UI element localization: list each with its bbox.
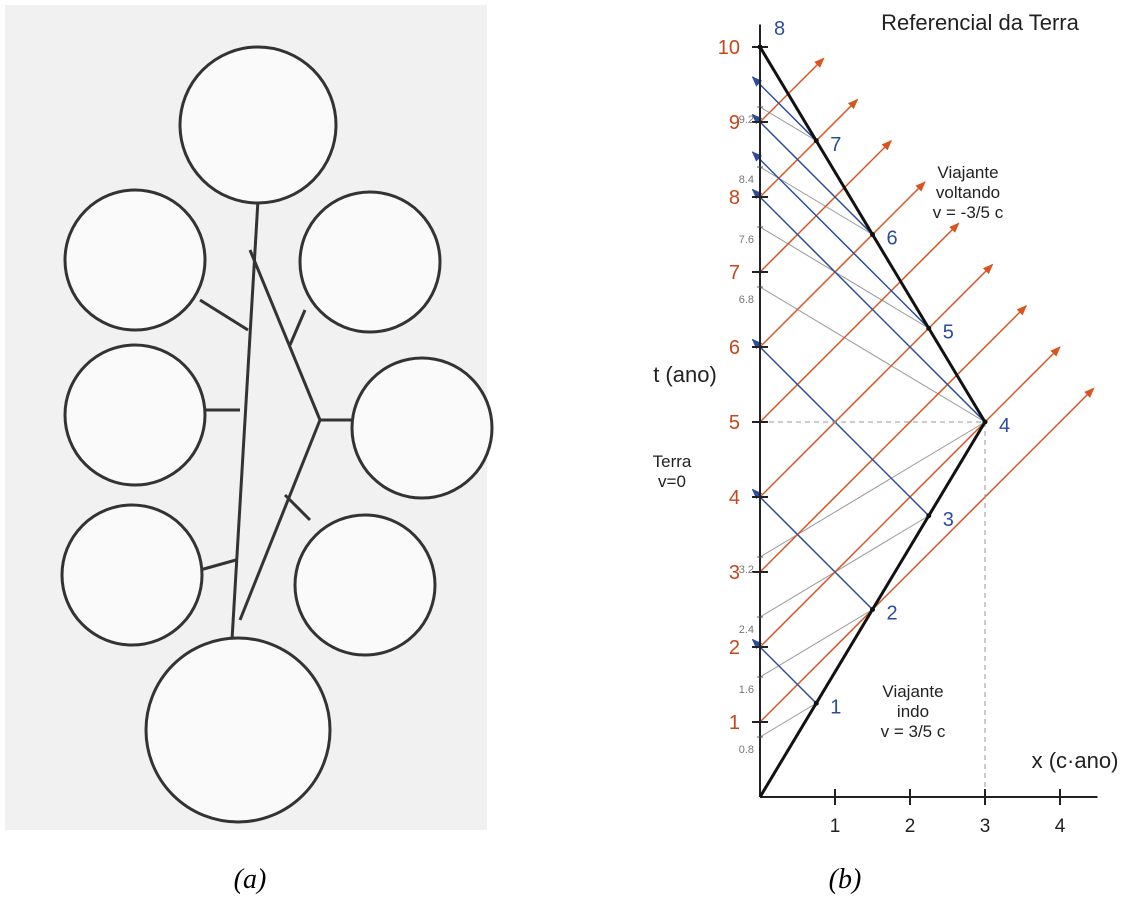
frame-label: Viajante <box>937 163 998 182</box>
traveler-tick-label: 8 <box>774 18 785 40</box>
traveler-tick <box>814 701 819 706</box>
traveler-tick <box>926 513 931 518</box>
simultaneity-line <box>760 422 985 557</box>
portrait-circle <box>295 515 435 655</box>
earth-sub-tick-label: 9.2 <box>739 114 754 126</box>
earth-tick-label: 7 <box>729 262 740 284</box>
simultaneity-line <box>760 610 873 678</box>
frame-label: indo <box>897 702 929 721</box>
frame-label: Terra <box>653 452 692 471</box>
traveler-tick-label: 3 <box>943 509 954 531</box>
traveler-signal <box>753 490 873 610</box>
earth-sub-tick-label: 1.6 <box>739 684 754 696</box>
portrait-circle <box>146 638 330 822</box>
x-axis-label: x (c·ano) <box>1032 748 1119 773</box>
traveler-tick <box>926 326 931 331</box>
x-tick-label: 4 <box>1055 816 1066 837</box>
earth-tick-label: 2 <box>729 637 740 659</box>
earth-tick-label: 1 <box>729 712 740 734</box>
caption: (a) <box>234 864 267 895</box>
portrait-circle <box>300 192 440 332</box>
earth-sub-tick-label: 8.4 <box>739 174 754 186</box>
frame-label: voltando <box>936 183 1000 202</box>
frame-label: Viajante <box>882 682 943 701</box>
earth-signal <box>760 223 959 422</box>
traveler-tick <box>758 45 763 50</box>
portrait-circle <box>65 345 205 485</box>
portrait-circle <box>352 358 492 498</box>
earth-tick-label: 4 <box>729 487 740 509</box>
earth-signal <box>760 58 824 122</box>
frame-label: v = 3/5 c <box>881 722 946 741</box>
diagram-title: Referencial da Terra <box>881 10 1079 35</box>
caption: (b) <box>829 864 862 895</box>
traveler-tick-label: 6 <box>887 228 898 250</box>
panel-a-illustration <box>5 5 492 830</box>
x-tick-label: 2 <box>905 816 916 837</box>
earth-tick-label: 10 <box>718 37 740 59</box>
t-axis-label: t (ano) <box>653 362 717 387</box>
earth-sub-tick-label: 3.2 <box>739 564 754 576</box>
traveler-tick-label: 5 <box>943 321 954 343</box>
earth-signal <box>760 388 1094 722</box>
portrait-circle <box>180 47 336 203</box>
traveler-signal <box>753 340 929 516</box>
traveler-signal <box>753 152 929 328</box>
simultaneity-line <box>760 516 929 617</box>
earth-sub-tick-label: 6.8 <box>739 294 754 306</box>
frame-label: v=0 <box>658 472 686 491</box>
earth-signal <box>760 265 993 498</box>
earth-tick-label: 6 <box>729 337 740 359</box>
x-tick-label: 1 <box>830 816 841 837</box>
simultaneity-line <box>760 287 985 422</box>
traveler-tick-label: 7 <box>830 134 841 156</box>
earth-sub-tick-label: 7.6 <box>739 234 754 246</box>
portrait-circle <box>62 505 202 645</box>
traveler-tick <box>870 232 875 237</box>
earth-sub-tick-label: 0.8 <box>739 744 754 756</box>
traveler-tick-label: 2 <box>887 603 898 625</box>
traveler-tick <box>870 607 875 612</box>
earth-sub-tick-label: 2.4 <box>739 624 754 636</box>
traveler-tick <box>814 138 819 143</box>
earth-signal <box>760 306 1026 572</box>
frame-label: v = -3/5 c <box>933 203 1004 222</box>
earth-signal <box>760 141 891 272</box>
earth-tick-label: 5 <box>729 412 740 434</box>
traveler-signal <box>753 190 986 423</box>
traveler-tick-label: 1 <box>830 696 841 718</box>
traveler-tick-label: 4 <box>999 415 1010 437</box>
traveler-tick <box>983 420 988 425</box>
portrait-circle <box>65 190 205 330</box>
earth-signal <box>760 182 925 347</box>
figure: (a) (b) Referencial da Terra x (c·ano) t… <box>0 0 1128 918</box>
earth-tick-label: 8 <box>729 187 740 209</box>
x-tick-label: 3 <box>980 816 991 837</box>
